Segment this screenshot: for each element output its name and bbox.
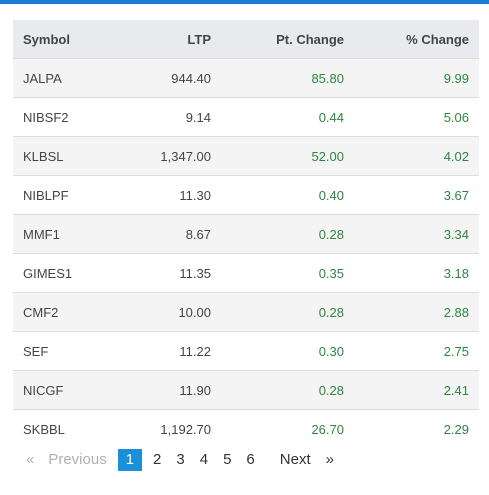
cell-ltp: 1,192.70 [113,409,221,448]
cell-symbol[interactable]: GIMES1 [13,253,113,293]
cell-symbol[interactable]: CMF2 [13,292,113,332]
page-3-button[interactable]: 3 [176,451,185,468]
table-row: NIBLPF 11.30 0.40 3.67 [13,175,479,215]
cell-ltp: 11.90 [113,370,221,410]
cell-pt-change: 0.28 [221,292,354,332]
top-accent-bar [0,0,489,4]
header-pct-change[interactable]: % Change [354,20,479,59]
cell-pt-change: 0.28 [221,370,354,410]
cell-symbol[interactable]: SEF [13,331,113,371]
header-row: Symbol LTP Pt. Change % Change [13,20,479,59]
cell-pct-change: 2.88 [354,292,479,332]
table-row: GIMES1 11.35 0.35 3.18 [13,253,479,293]
next-arrow-icon[interactable]: » [325,451,334,468]
cell-pct-change: 2.41 [354,370,479,410]
cell-pct-change: 5.06 [354,97,479,137]
previous-page-button[interactable]: Previous [48,451,107,468]
cell-symbol[interactable]: JALPA [13,58,113,98]
cell-symbol[interactable]: NICGF [13,370,113,410]
table-row: SEF 11.22 0.30 2.75 [13,331,479,371]
table-row: MMF1 8.67 0.28 3.34 [13,214,479,254]
cell-pct-change: 9.99 [354,58,479,98]
cell-pct-change: 3.67 [354,175,479,215]
table-header: Symbol LTP Pt. Change % Change [13,20,479,59]
cell-ltp: 11.30 [113,175,221,215]
cell-pt-change: 0.35 [221,253,354,293]
cell-pt-change: 52.00 [221,136,354,176]
cell-pt-change: 0.28 [221,214,354,254]
cell-symbol[interactable]: KLBSL [13,136,113,176]
page-1-button[interactable]: 1 [117,449,143,471]
table-row: NIBSF2 9.14 0.44 5.06 [13,97,479,137]
top-gainers-table-container: Symbol LTP Pt. Change % Change JALPA 944… [13,20,479,448]
table-row: NICGF 11.90 0.28 2.41 [13,370,479,410]
cell-ltp: 11.22 [113,331,221,371]
cell-pct-change: 2.29 [354,409,479,448]
cell-pt-change: 0.30 [221,331,354,371]
cell-pct-change: 2.75 [354,331,479,371]
cell-pct-change: 3.18 [354,253,479,293]
table-row: JALPA 944.40 85.80 9.99 [13,58,479,98]
previous-arrow-icon[interactable]: « [26,451,35,468]
next-page-button[interactable]: Next [279,451,311,468]
cell-symbol[interactable]: NIBLPF [13,175,113,215]
top-gainers-table: Symbol LTP Pt. Change % Change JALPA 944… [13,20,479,448]
cell-ltp: 9.14 [113,97,221,137]
cell-pt-change: 85.80 [221,58,354,98]
cell-ltp: 10.00 [113,292,221,332]
cell-ltp: 944.40 [113,58,221,98]
cell-pt-change: 26.70 [221,409,354,448]
table-row: SKBBL 1,192.70 26.70 2.29 [13,409,479,448]
page-2-button[interactable]: 2 [153,451,162,468]
cell-symbol[interactable]: NIBSF2 [13,97,113,137]
page-5-button[interactable]: 5 [223,451,232,468]
header-ltp[interactable]: LTP [113,20,221,59]
cell-pct-change: 3.34 [354,214,479,254]
cell-pt-change: 0.44 [221,97,354,137]
cell-ltp: 11.35 [113,253,221,293]
pagination: « Previous 1 2 3 4 5 6 Next » [22,449,345,471]
cell-pt-change: 0.40 [221,175,354,215]
cell-ltp: 1,347.00 [113,136,221,176]
header-pt-change[interactable]: Pt. Change [221,20,354,59]
cell-pct-change: 4.02 [354,136,479,176]
page-6-button[interactable]: 6 [246,451,255,468]
table-row: CMF2 10.00 0.28 2.88 [13,292,479,332]
page-4-button[interactable]: 4 [199,451,209,468]
cell-ltp: 8.67 [113,214,221,254]
cell-symbol[interactable]: SKBBL [13,409,113,448]
table-body: JALPA 944.40 85.80 9.99 NIBSF2 9.14 0.44… [13,58,479,448]
table-row: KLBSL 1,347.00 52.00 4.02 [13,136,479,176]
header-symbol[interactable]: Symbol [13,20,113,59]
cell-symbol[interactable]: MMF1 [13,214,113,254]
